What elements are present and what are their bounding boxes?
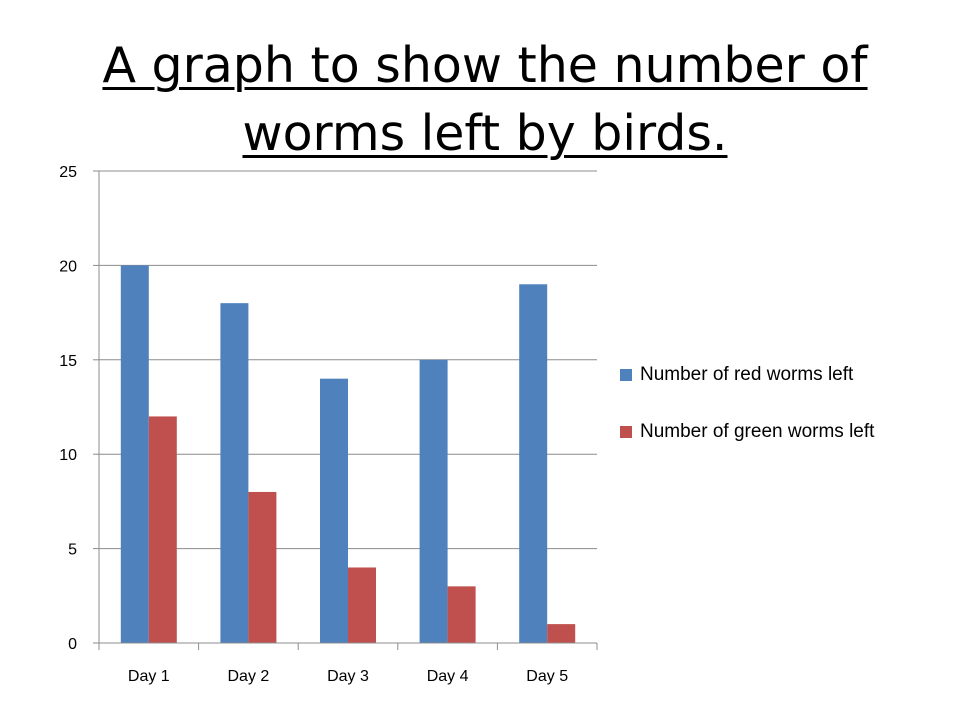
bar-green-worms-day-5 xyxy=(547,624,576,643)
x-tick-label: Day 3 xyxy=(327,668,369,685)
bar-green-worms-day-1 xyxy=(148,416,177,643)
x-tick-label: Day 5 xyxy=(526,668,568,685)
chart-title: A graph to show the number of worms left… xyxy=(102,37,868,162)
x-tick-label: Day 2 xyxy=(228,668,270,685)
bar-red-worms-day-3 xyxy=(320,378,348,643)
legend-label: Number of red worms left xyxy=(640,364,854,385)
x-tick-label: Day 1 xyxy=(128,668,170,685)
axis-labels: 0 5 10 15 20 25 Day 1 Day 2 Day 3 Day 4 Day 5 xyxy=(59,164,568,685)
bars xyxy=(120,265,576,643)
bar-red-worms-day-1 xyxy=(120,265,149,643)
bar-red-worms-day-5 xyxy=(519,284,548,643)
legend-item: Number of red worms left xyxy=(620,362,920,388)
bar-green-worms-day-4 xyxy=(447,586,476,643)
y-tick-label: 25 xyxy=(59,164,77,181)
bar-red-worms-day-4 xyxy=(419,359,448,643)
x-tick-label: Day 4 xyxy=(427,668,469,685)
y-tick-label: 0 xyxy=(68,636,77,653)
bar-green-worms-day-3 xyxy=(348,567,376,643)
bar-red-worms-day-2 xyxy=(220,303,249,643)
legend: Number of red worms left Number of green … xyxy=(620,362,920,476)
legend-swatch xyxy=(620,369,632,381)
legend-label: Number of green worms left xyxy=(640,421,875,442)
y-tick-label: 5 xyxy=(68,542,77,559)
y-tick-label: 10 xyxy=(59,447,77,464)
legend-swatch xyxy=(620,426,632,438)
y-tick-label: 15 xyxy=(59,353,77,370)
y-tick-label: 20 xyxy=(59,258,77,275)
axes xyxy=(93,170,598,650)
legend-item: Number of green worms left xyxy=(620,419,920,445)
bar-green-worms-day-2 xyxy=(248,491,277,643)
